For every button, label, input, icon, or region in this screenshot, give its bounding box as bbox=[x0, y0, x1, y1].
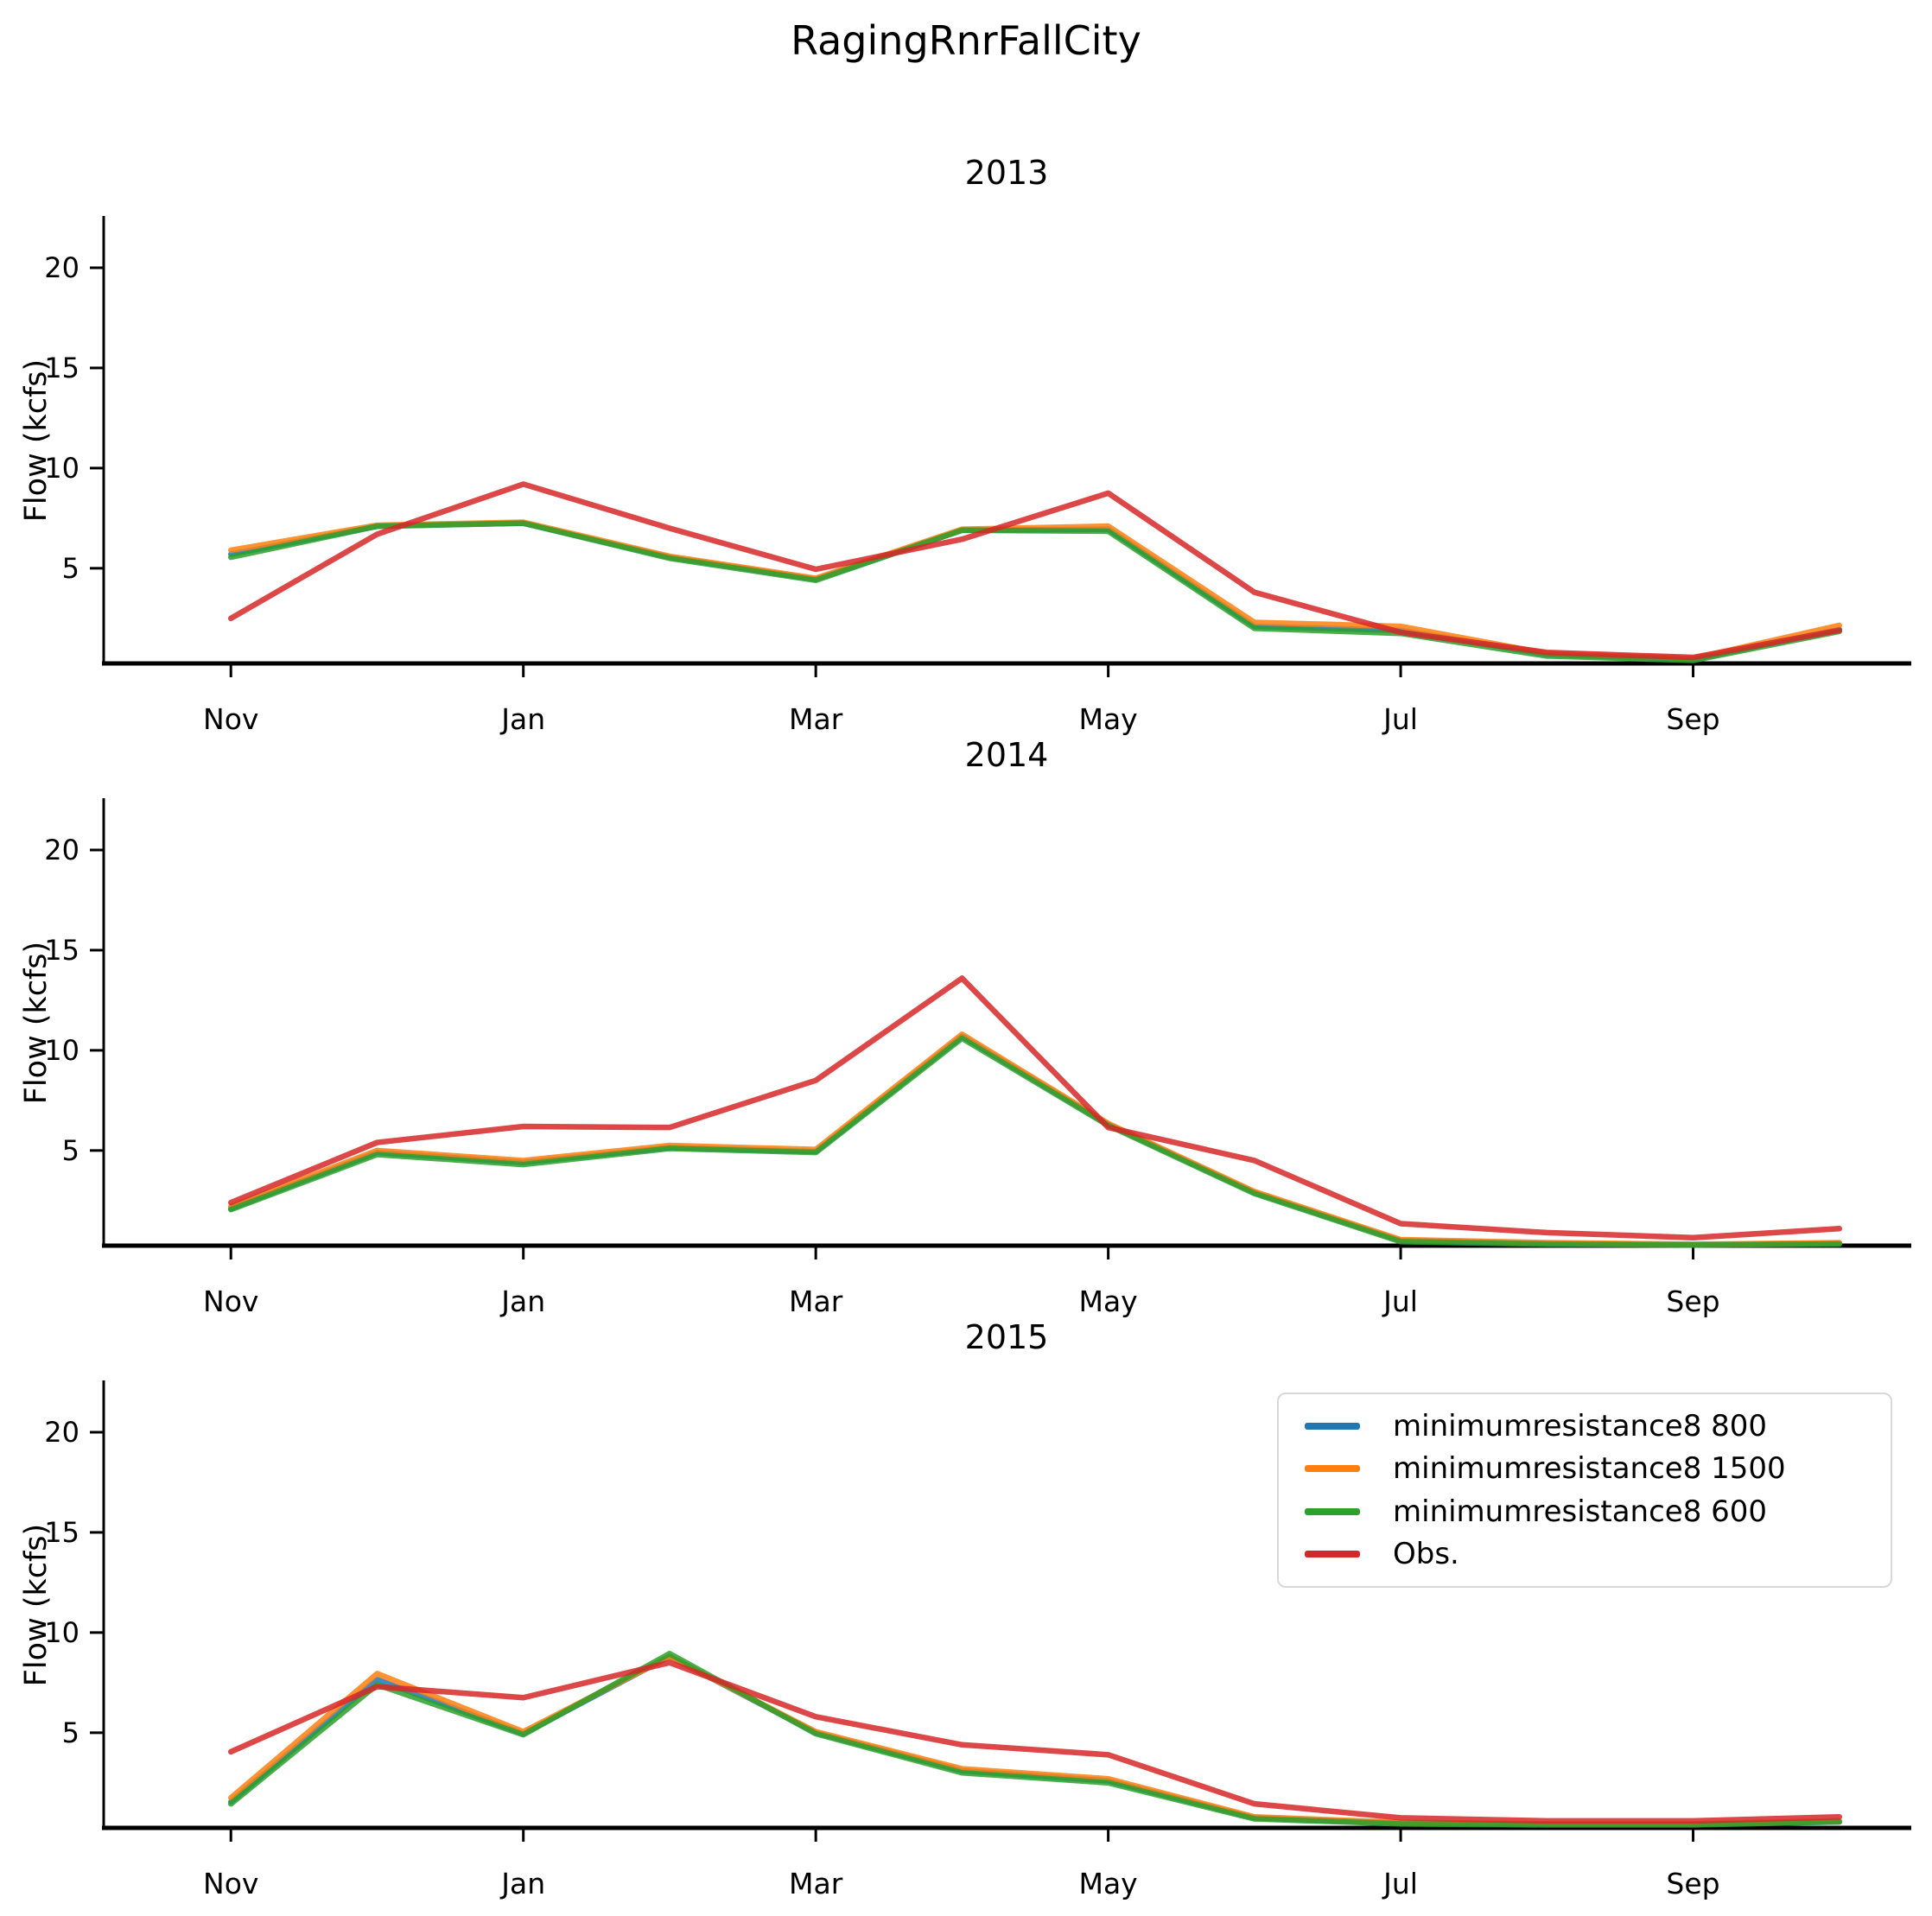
legend-swatch-red bbox=[1305, 1551, 1360, 1558]
legend-label: minimumresistance8 600 bbox=[1393, 1494, 1768, 1529]
legend-item-minimumresistance8-600: minimumresistance8 600 bbox=[1305, 1494, 1882, 1529]
x-tick-label: Mar bbox=[789, 1285, 843, 1318]
y-tick-label: 15 bbox=[44, 352, 79, 384]
x-tick-label: Jul bbox=[1382, 1285, 1418, 1318]
x-tick-label: Sep bbox=[1666, 1285, 1719, 1318]
subplot-title-2013: 2013 bbox=[964, 154, 1049, 192]
subplot-title-2015: 2015 bbox=[964, 1318, 1049, 1356]
x-tick-label: May bbox=[1078, 1867, 1137, 1900]
x-tick-label: Jul bbox=[1382, 702, 1418, 736]
x-tick-label: Jan bbox=[499, 1285, 545, 1318]
x-tick-label: Mar bbox=[789, 1867, 843, 1900]
legend-item-minimumresistance8-800: minimumresistance8 800 bbox=[1305, 1409, 1882, 1443]
series-line-minimumresistance8-600 bbox=[227, 1650, 1843, 1828]
subplot-title-2014: 2014 bbox=[964, 736, 1049, 774]
y-tick-label: 15 bbox=[44, 934, 79, 967]
y-tick-label: 10 bbox=[44, 1034, 79, 1067]
series-line-minimumresistance8-1500 bbox=[227, 1653, 1843, 1827]
x-tick-label: Jan bbox=[499, 702, 545, 736]
series-line-minimumresistance8-800 bbox=[227, 1653, 1843, 1828]
y-tick-label: 20 bbox=[44, 834, 79, 866]
legend-swatch-blue bbox=[1305, 1422, 1360, 1430]
y-tick-label: 10 bbox=[44, 1616, 79, 1649]
x-tick-label: Nov bbox=[203, 702, 258, 736]
y-tick-label: 20 bbox=[44, 1416, 79, 1449]
x-tick-label: Nov bbox=[203, 1867, 258, 1900]
series-line-obs- bbox=[227, 975, 1843, 1240]
x-tick-label: Sep bbox=[1666, 702, 1719, 736]
legend-item-minimumresistance8-1500: minimumresistance8 1500 bbox=[1305, 1451, 1882, 1486]
x-tick-label: May bbox=[1078, 1285, 1137, 1318]
legend: minimumresistance8 800 minimumresistance… bbox=[1277, 1393, 1892, 1588]
y-tick-label: 15 bbox=[44, 1516, 79, 1549]
x-tick-label: Jan bbox=[499, 1867, 545, 1900]
legend-label: Obs. bbox=[1393, 1537, 1459, 1572]
subplot-2013: 5 10 15 20 Nov Jan Mar May Jul Sep bbox=[44, 216, 1911, 736]
legend-label: minimumresistance8 1500 bbox=[1393, 1451, 1786, 1487]
series-line-minimumresistance8-600 bbox=[227, 1035, 1843, 1248]
x-tick-label: May bbox=[1078, 702, 1137, 736]
x-tick-label: Sep bbox=[1666, 1867, 1719, 1900]
series-line-minimumresistance8-800 bbox=[227, 1033, 1843, 1248]
x-tick-label: Nov bbox=[203, 1285, 258, 1318]
series-line-minimumresistance8-1500 bbox=[227, 519, 1843, 662]
x-tick-label: Jul bbox=[1382, 1867, 1418, 1900]
y-tick-label: 5 bbox=[62, 1716, 79, 1749]
series-line-minimumresistance8-800 bbox=[227, 520, 1843, 663]
y-tick-label: 5 bbox=[62, 552, 79, 585]
series-line-minimumresistance8-600 bbox=[227, 520, 1843, 663]
series-line-obs- bbox=[227, 1659, 1843, 1824]
legend-swatch-green bbox=[1305, 1507, 1360, 1515]
subplot-2015: 5 10 15 20 Nov Jan Mar May Jul Sep bbox=[44, 1380, 1911, 1900]
legend-item-obs: Obs. bbox=[1305, 1537, 1882, 1571]
figure-title: RagingRnrFallCity bbox=[791, 17, 1141, 64]
y-tick-label: 5 bbox=[62, 1134, 79, 1167]
y-tick-label: 10 bbox=[44, 452, 79, 485]
y-tick-label: 20 bbox=[44, 251, 79, 284]
legend-label: minimumresistance8 800 bbox=[1393, 1408, 1768, 1443]
x-tick-label: Mar bbox=[789, 702, 843, 736]
legend-swatch-orange bbox=[1305, 1465, 1360, 1473]
series-line-obs- bbox=[227, 481, 1843, 661]
subplot-2014: 5 10 15 20 Nov Jan Mar May Jul Sep bbox=[44, 798, 1911, 1318]
series-line-minimumresistance8-1500 bbox=[227, 1031, 1843, 1247]
